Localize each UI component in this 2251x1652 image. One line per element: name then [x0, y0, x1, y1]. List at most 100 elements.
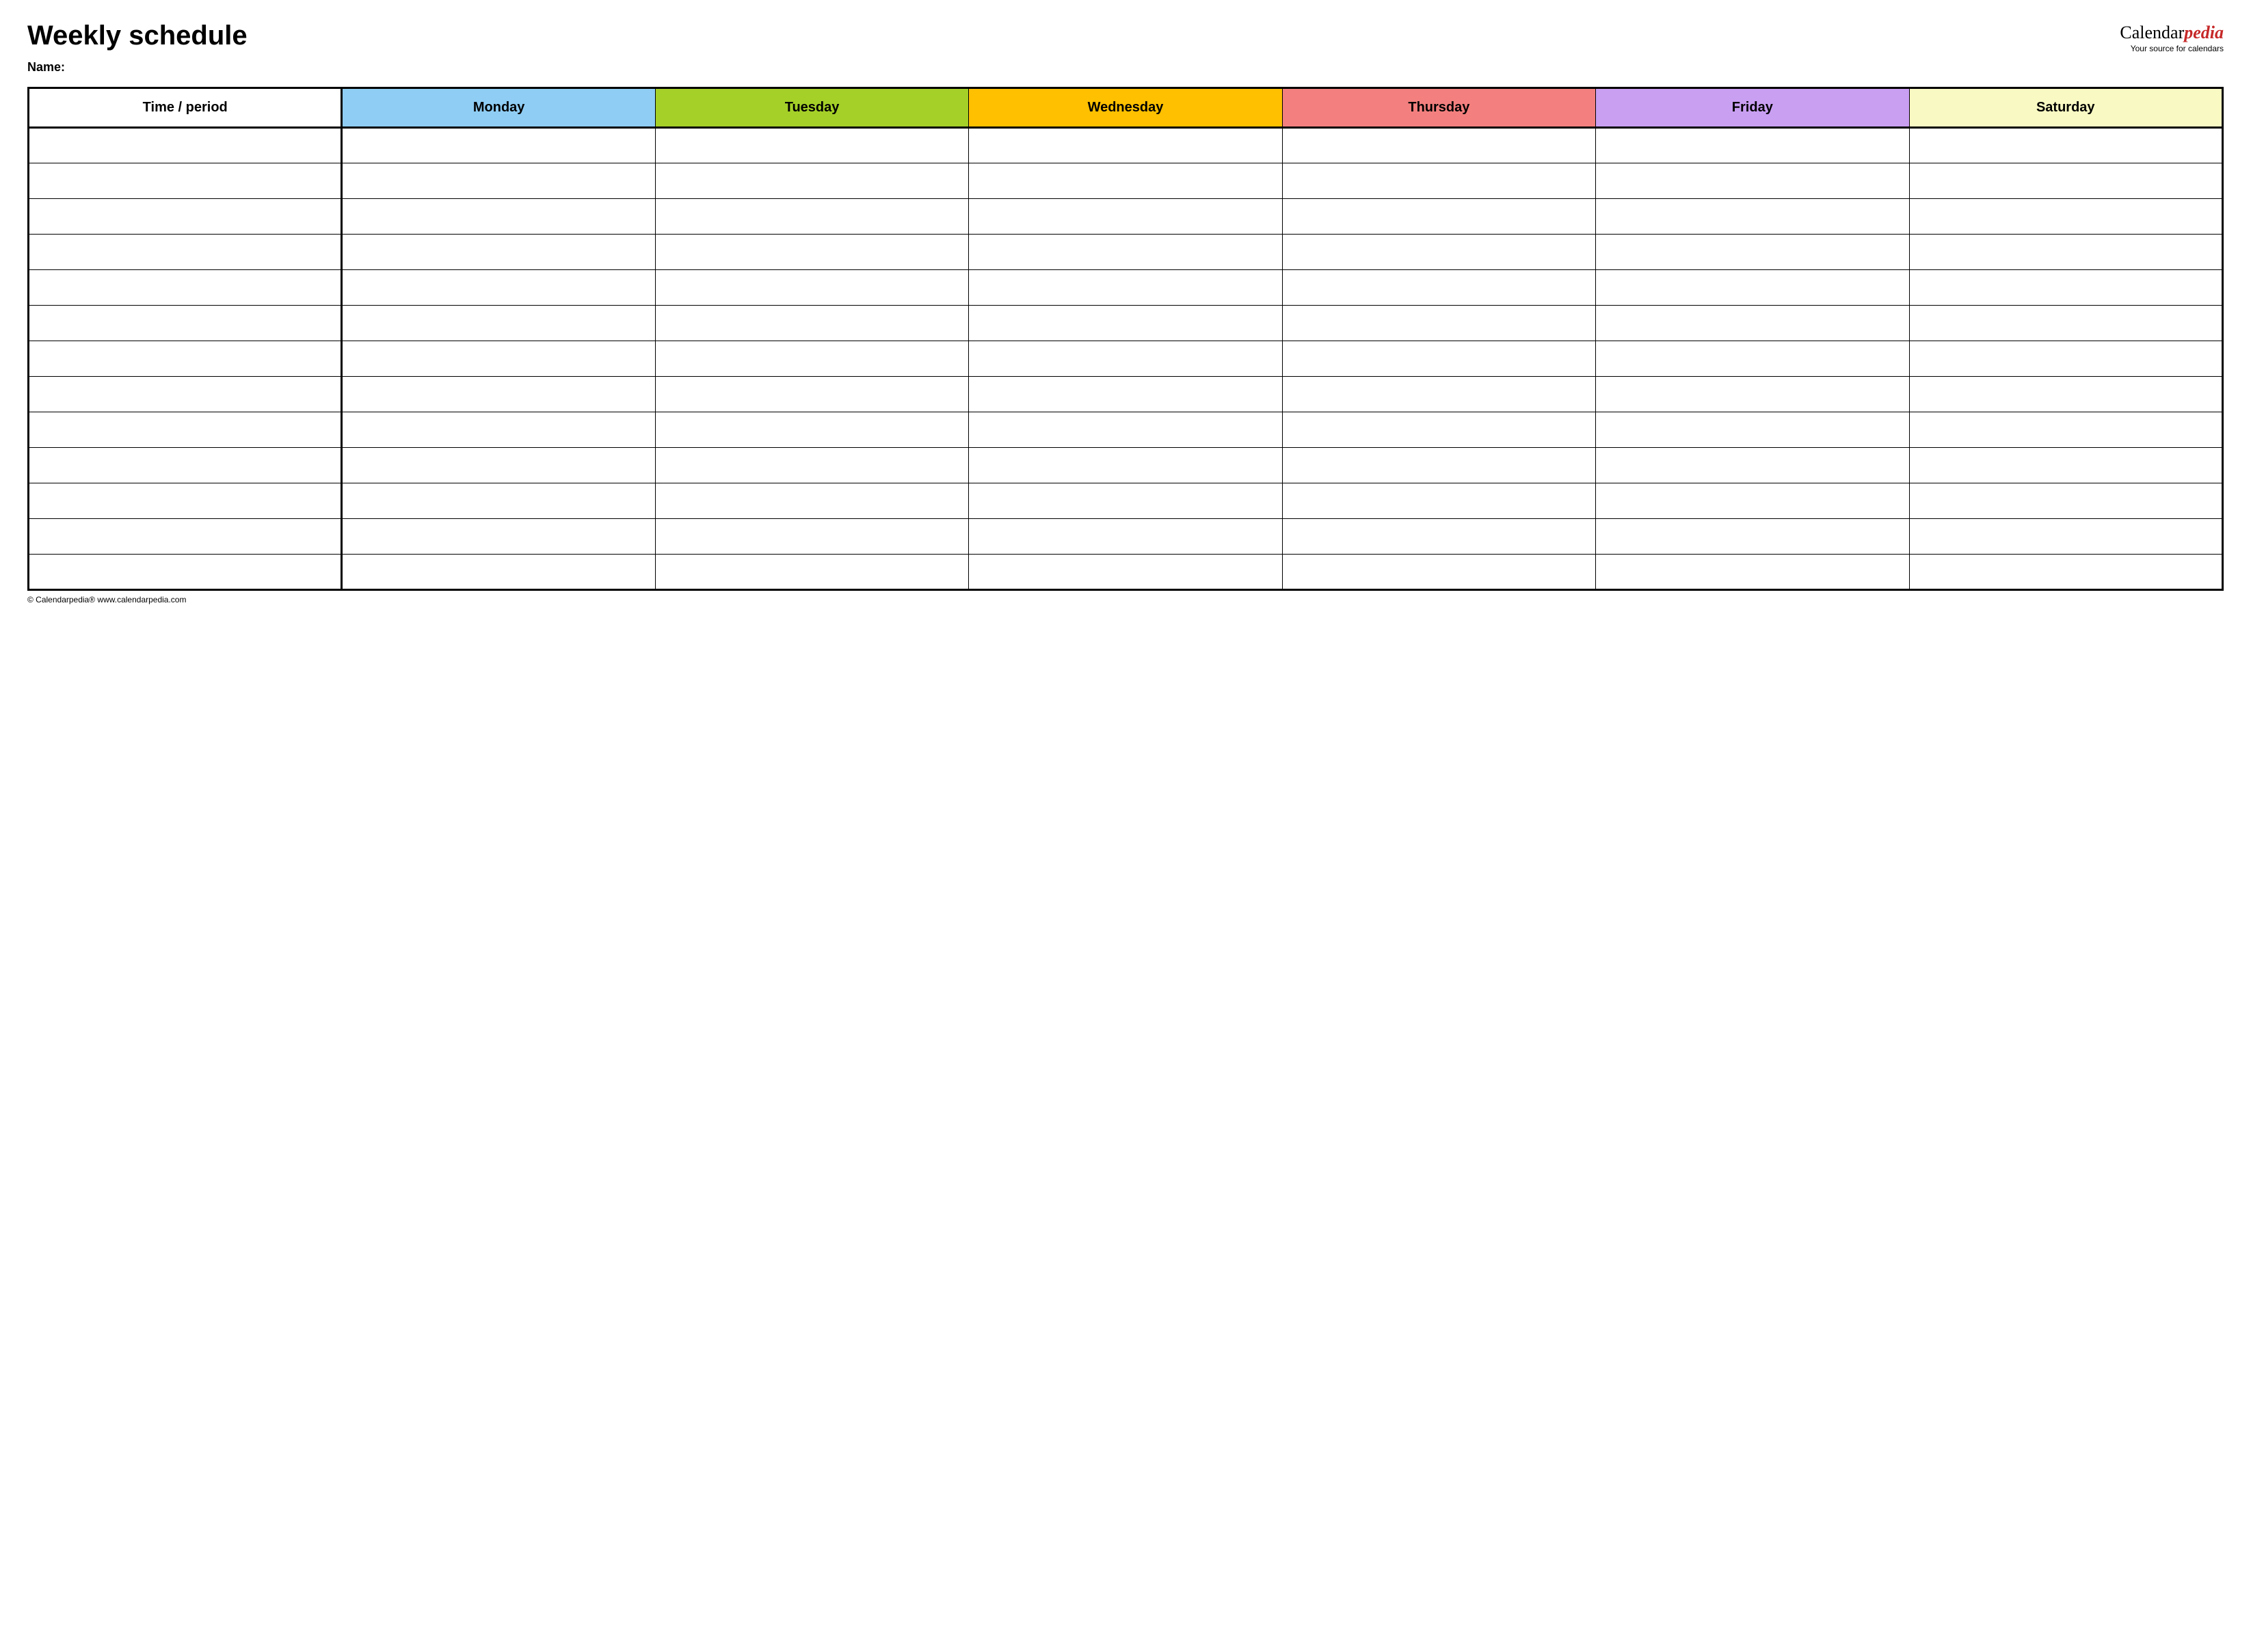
schedule-cell[interactable] — [655, 518, 968, 554]
schedule-cell[interactable] — [655, 234, 968, 269]
schedule-cell[interactable] — [342, 127, 655, 163]
schedule-cell[interactable] — [1909, 234, 2222, 269]
time-cell[interactable] — [29, 127, 342, 163]
schedule-cell[interactable] — [1282, 234, 1595, 269]
schedule-cell[interactable] — [969, 518, 1282, 554]
time-cell[interactable] — [29, 234, 342, 269]
schedule-cell[interactable] — [969, 127, 1282, 163]
schedule-cell[interactable] — [1282, 518, 1595, 554]
schedule-cell[interactable] — [1282, 198, 1595, 234]
schedule-cell[interactable] — [655, 269, 968, 305]
schedule-cell[interactable] — [969, 234, 1282, 269]
schedule-cell[interactable] — [1909, 127, 2222, 163]
schedule-cell[interactable] — [342, 483, 655, 518]
schedule-cell[interactable] — [1909, 518, 2222, 554]
schedule-cell[interactable] — [1282, 483, 1595, 518]
schedule-cell[interactable] — [342, 234, 655, 269]
schedule-cell[interactable] — [655, 412, 968, 447]
schedule-cell[interactable] — [969, 376, 1282, 412]
schedule-cell[interactable] — [969, 341, 1282, 376]
time-cell[interactable] — [29, 447, 342, 483]
schedule-cell[interactable] — [969, 198, 1282, 234]
schedule-cell[interactable] — [342, 554, 655, 589]
time-cell[interactable] — [29, 341, 342, 376]
schedule-cell[interactable] — [1282, 127, 1595, 163]
brand-logo-tagline: Your source for calendars — [2120, 44, 2224, 53]
schedule-cell[interactable] — [655, 483, 968, 518]
schedule-cell[interactable] — [342, 447, 655, 483]
schedule-cell[interactable] — [1909, 554, 2222, 589]
schedule-cell[interactable] — [342, 518, 655, 554]
schedule-cell[interactable] — [1596, 341, 1909, 376]
schedule-cell[interactable] — [1596, 518, 1909, 554]
schedule-row — [29, 412, 2223, 447]
schedule-cell[interactable] — [342, 198, 655, 234]
schedule-cell[interactable] — [655, 447, 968, 483]
schedule-cell[interactable] — [1282, 305, 1595, 341]
schedule-cell[interactable] — [342, 305, 655, 341]
day-header-monday: Monday — [342, 88, 655, 127]
brand-logo-accent: pedia — [2184, 23, 2224, 42]
day-header-thursday: Thursday — [1282, 88, 1595, 127]
schedule-cell[interactable] — [1596, 305, 1909, 341]
schedule-cell[interactable] — [1596, 163, 1909, 198]
time-cell[interactable] — [29, 518, 342, 554]
schedule-cell[interactable] — [969, 163, 1282, 198]
schedule-cell[interactable] — [655, 376, 968, 412]
schedule-cell[interactable] — [969, 412, 1282, 447]
schedule-cell[interactable] — [655, 305, 968, 341]
schedule-cell[interactable] — [1909, 376, 2222, 412]
time-cell[interactable] — [29, 163, 342, 198]
schedule-row — [29, 305, 2223, 341]
brand-logo: Calendarpedia Your source for calendars — [2120, 21, 2224, 53]
schedule-cell[interactable] — [1596, 198, 1909, 234]
schedule-cell[interactable] — [969, 483, 1282, 518]
schedule-cell[interactable] — [1596, 376, 1909, 412]
footer-text: © Calendarpedia® www.calendarpedia.com — [27, 595, 2224, 604]
schedule-cell[interactable] — [1282, 447, 1595, 483]
schedule-cell[interactable] — [1596, 269, 1909, 305]
schedule-cell[interactable] — [655, 554, 968, 589]
schedule-cell[interactable] — [1909, 483, 2222, 518]
schedule-cell[interactable] — [655, 341, 968, 376]
schedule-cell[interactable] — [1909, 341, 2222, 376]
schedule-cell[interactable] — [1596, 234, 1909, 269]
schedule-cell[interactable] — [969, 447, 1282, 483]
time-cell[interactable] — [29, 412, 342, 447]
time-cell[interactable] — [29, 198, 342, 234]
schedule-cell[interactable] — [342, 412, 655, 447]
schedule-cell[interactable] — [342, 341, 655, 376]
schedule-cell[interactable] — [1909, 447, 2222, 483]
schedule-cell[interactable] — [1282, 554, 1595, 589]
schedule-cell[interactable] — [1282, 341, 1595, 376]
schedule-cell[interactable] — [655, 163, 968, 198]
schedule-cell[interactable] — [969, 305, 1282, 341]
schedule-cell[interactable] — [342, 163, 655, 198]
time-cell[interactable] — [29, 554, 342, 589]
schedule-cell[interactable] — [1596, 412, 1909, 447]
schedule-cell[interactable] — [655, 127, 968, 163]
time-cell[interactable] — [29, 483, 342, 518]
schedule-cell[interactable] — [342, 269, 655, 305]
schedule-cell[interactable] — [969, 554, 1282, 589]
schedule-row — [29, 234, 2223, 269]
schedule-cell[interactable] — [1282, 412, 1595, 447]
schedule-cell[interactable] — [1596, 447, 1909, 483]
time-cell[interactable] — [29, 376, 342, 412]
schedule-cell[interactable] — [1909, 269, 2222, 305]
time-cell[interactable] — [29, 269, 342, 305]
schedule-cell[interactable] — [1909, 305, 2222, 341]
schedule-cell[interactable] — [655, 198, 968, 234]
schedule-cell[interactable] — [342, 376, 655, 412]
time-cell[interactable] — [29, 305, 342, 341]
schedule-cell[interactable] — [1282, 163, 1595, 198]
schedule-cell[interactable] — [1282, 269, 1595, 305]
schedule-cell[interactable] — [1909, 198, 2222, 234]
schedule-cell[interactable] — [1596, 554, 1909, 589]
schedule-cell[interactable] — [1909, 163, 2222, 198]
schedule-cell[interactable] — [1596, 483, 1909, 518]
schedule-cell[interactable] — [1282, 376, 1595, 412]
schedule-cell[interactable] — [1909, 412, 2222, 447]
schedule-cell[interactable] — [1596, 127, 1909, 163]
schedule-cell[interactable] — [969, 269, 1282, 305]
